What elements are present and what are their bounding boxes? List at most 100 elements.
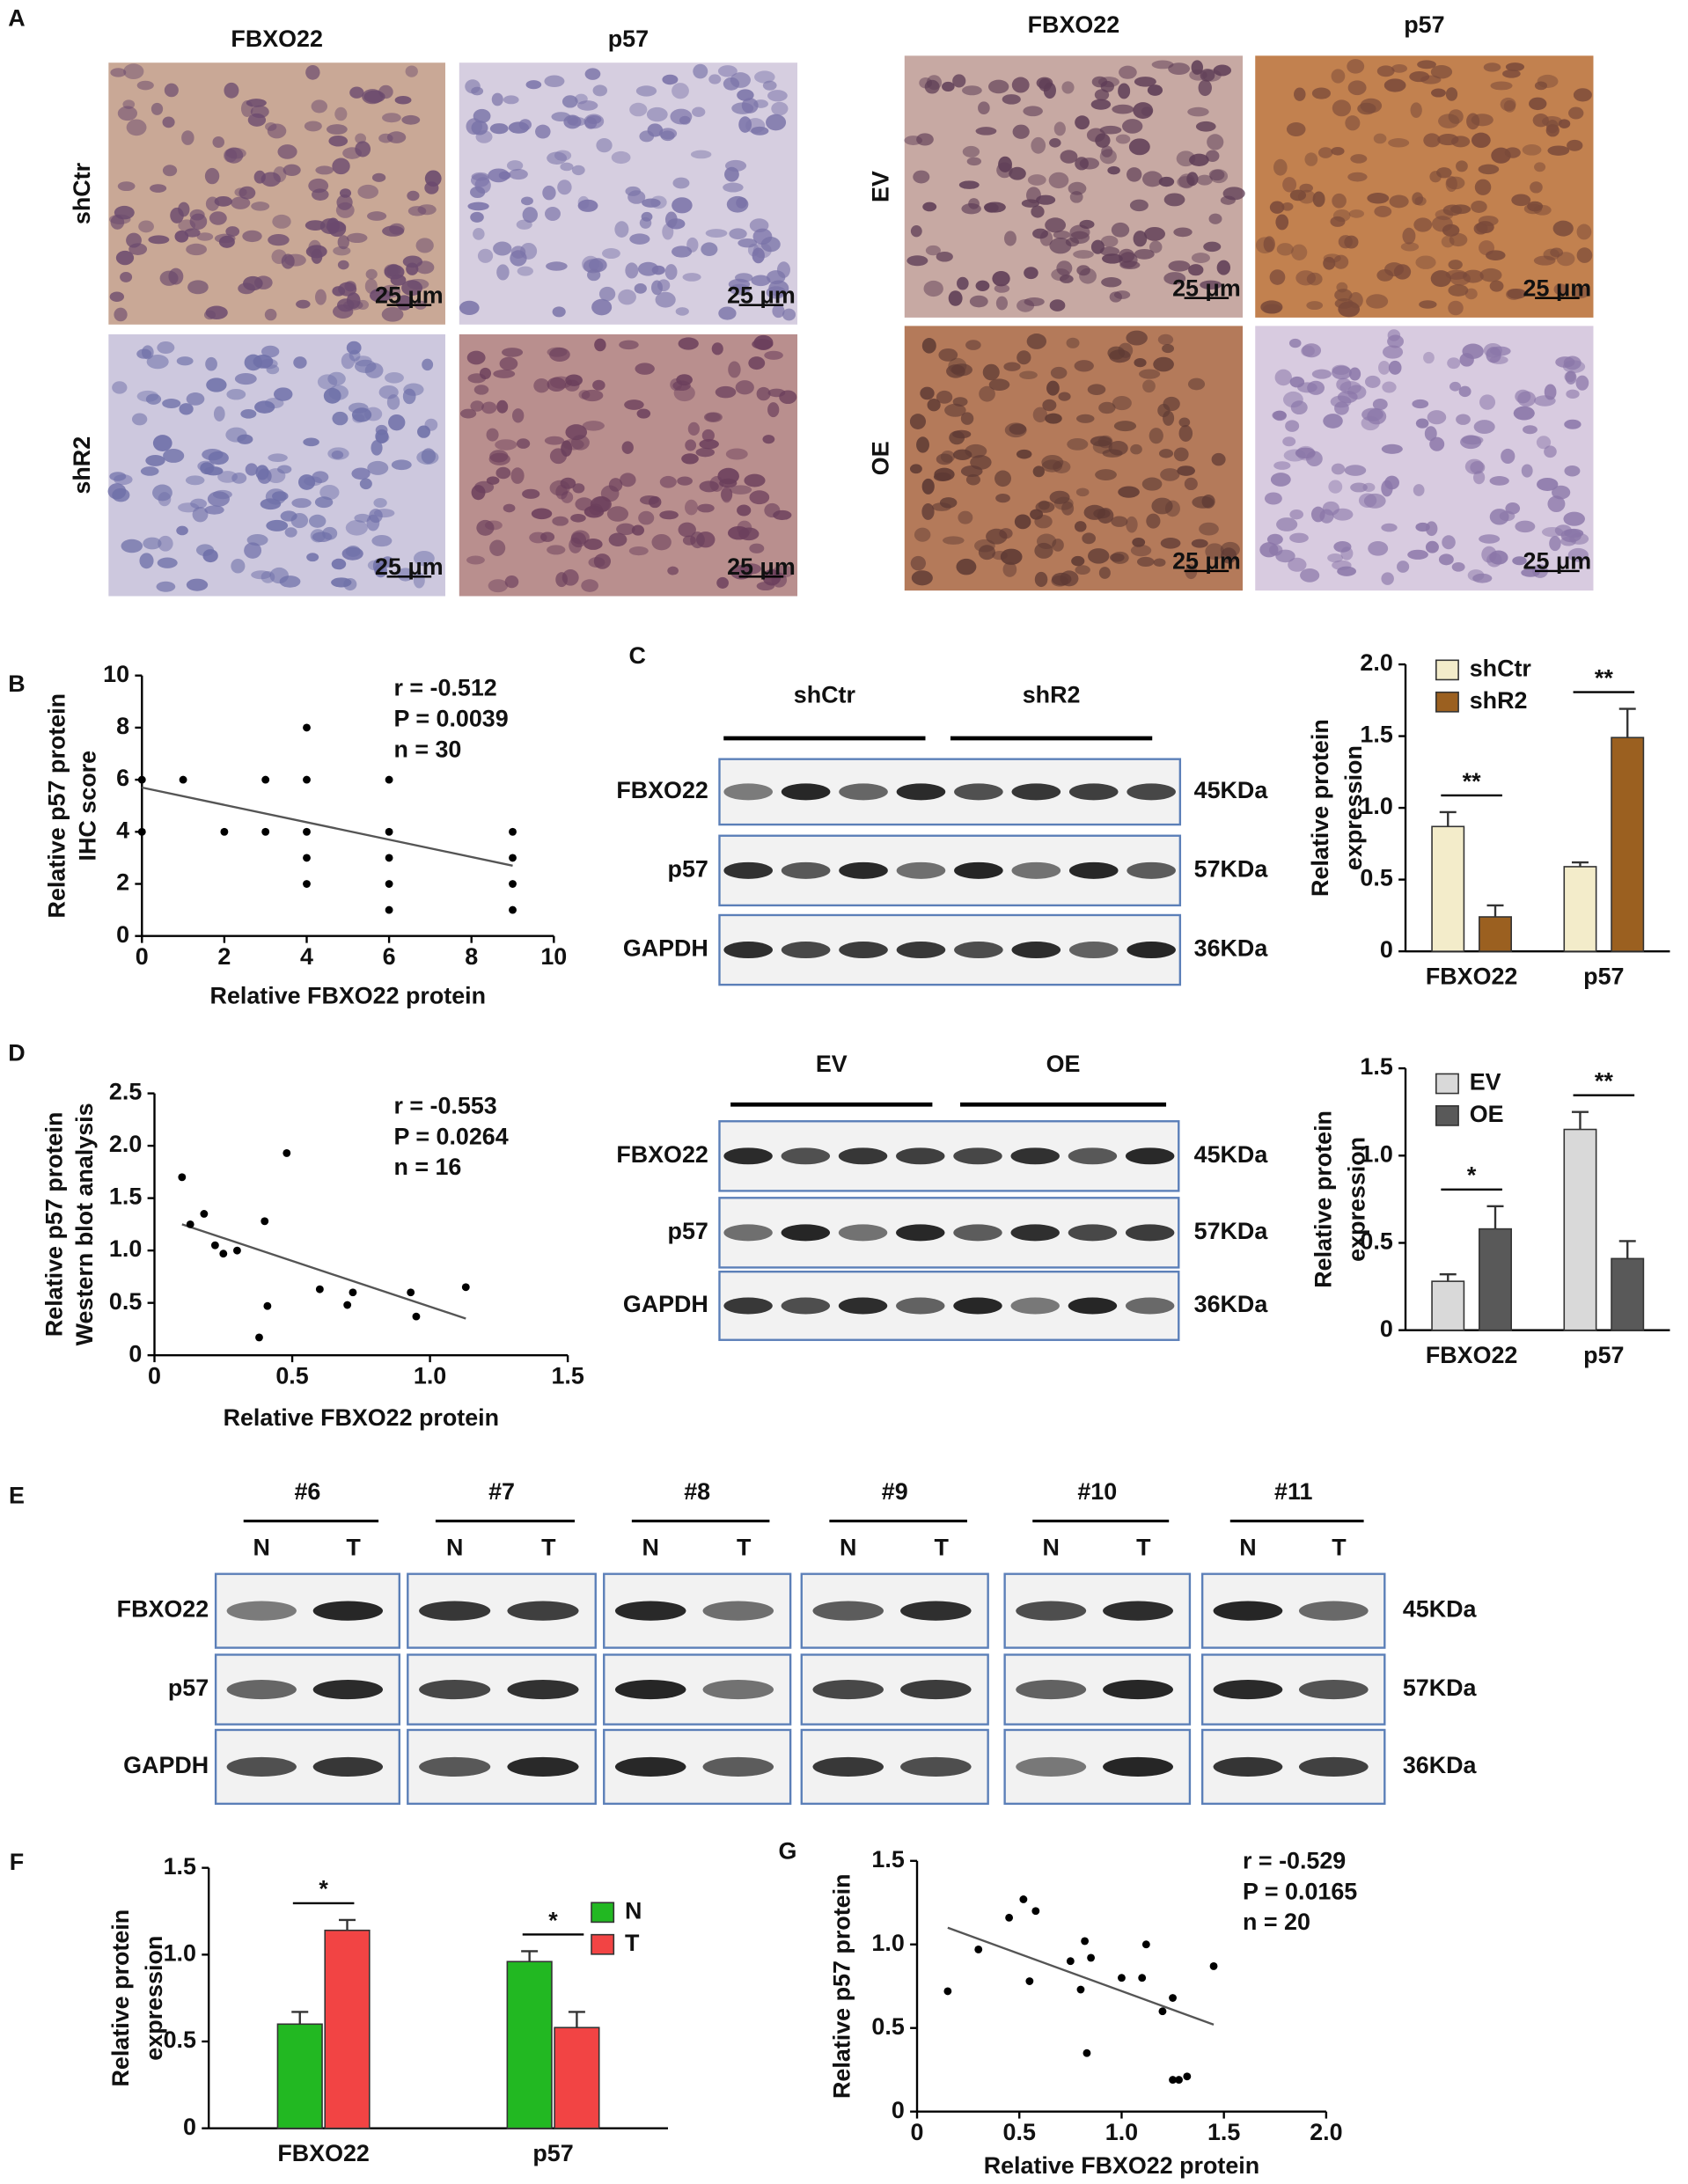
nucleus xyxy=(621,441,634,454)
ihc-image xyxy=(459,62,798,325)
lane-label: N xyxy=(1042,1534,1059,1560)
nucleus xyxy=(509,168,528,180)
nucleus xyxy=(961,203,981,215)
nucleus xyxy=(522,207,538,224)
nucleus xyxy=(489,450,509,463)
nucleus xyxy=(926,75,943,91)
nucleus xyxy=(1295,447,1316,459)
nucleus xyxy=(934,467,955,481)
nucleus xyxy=(1074,521,1087,532)
nucleus xyxy=(1163,272,1186,285)
nucleus xyxy=(1111,516,1128,527)
y-axis-label: Relative protein xyxy=(1310,1110,1336,1288)
nucleus xyxy=(571,165,585,176)
band xyxy=(419,1756,491,1777)
nucleus xyxy=(1470,460,1486,474)
nucleus xyxy=(1458,385,1471,398)
error-bar xyxy=(1439,810,1457,827)
nucleus xyxy=(608,478,623,492)
nucleus xyxy=(1501,448,1516,464)
nucleus xyxy=(146,354,169,370)
nucleus xyxy=(1289,376,1305,388)
nucleus xyxy=(1178,425,1193,442)
nucleus xyxy=(1173,227,1193,238)
y-tick-label: 1.0 xyxy=(109,1235,142,1262)
bar xyxy=(1479,916,1512,952)
nucleus xyxy=(1402,227,1416,245)
nucleus xyxy=(382,225,405,237)
nucleus xyxy=(1200,280,1222,290)
nucleus xyxy=(1347,59,1365,74)
bar xyxy=(276,2023,323,2129)
bar xyxy=(554,2026,600,2129)
image-background xyxy=(459,333,798,597)
nucleus xyxy=(1489,476,1509,486)
nucleus xyxy=(1364,375,1381,388)
point xyxy=(178,1173,187,1182)
nucleus xyxy=(1146,513,1161,529)
point xyxy=(261,827,270,836)
band xyxy=(900,1601,972,1621)
nucleus xyxy=(138,220,154,233)
band xyxy=(1213,1679,1283,1700)
nucleus xyxy=(1562,360,1586,374)
band xyxy=(702,1601,774,1621)
nucleus xyxy=(1410,102,1422,119)
nucleus xyxy=(1274,369,1292,386)
nucleus xyxy=(206,377,227,392)
nucleus xyxy=(692,106,706,117)
nucleus xyxy=(355,141,371,158)
nucleus xyxy=(328,135,349,147)
nucleus xyxy=(546,261,568,271)
nucleus xyxy=(1073,250,1094,259)
nucleus xyxy=(751,126,769,136)
band xyxy=(900,1679,972,1700)
point xyxy=(343,1301,352,1309)
nucleus xyxy=(1016,350,1031,365)
nucleus xyxy=(174,230,189,243)
band xyxy=(812,1601,884,1621)
y-tick-label: 1.0 xyxy=(1360,1140,1392,1167)
nucleus xyxy=(988,378,1010,392)
nucleus xyxy=(634,283,647,294)
nucleus xyxy=(729,485,752,495)
band xyxy=(1125,1297,1175,1315)
nucleus xyxy=(1163,193,1185,207)
point xyxy=(137,827,146,836)
band xyxy=(839,942,888,959)
nucleus xyxy=(231,472,247,484)
y-tick-label: 1.0 xyxy=(871,1930,904,1956)
nucleus xyxy=(1311,87,1332,99)
nucleus xyxy=(290,512,309,529)
nucleus xyxy=(367,460,389,475)
nucleus xyxy=(721,486,733,503)
nucleus xyxy=(921,478,935,495)
nucleus xyxy=(576,100,598,111)
nucleus xyxy=(1090,239,1105,254)
nucleus xyxy=(916,133,934,146)
nucleus xyxy=(1118,83,1131,99)
nucleus xyxy=(590,496,612,513)
nucleus xyxy=(1544,445,1557,458)
nucleus xyxy=(209,211,227,225)
error-bar xyxy=(1486,904,1504,917)
nucleus xyxy=(269,567,289,584)
y-tick-label: 0.5 xyxy=(871,2013,904,2040)
nucleus xyxy=(1269,201,1285,214)
nucleus xyxy=(121,539,143,553)
legend-swatch xyxy=(591,1902,615,1924)
nucleus xyxy=(1126,330,1148,346)
nucleus xyxy=(670,377,683,392)
nucleus xyxy=(1471,114,1494,127)
nucleus xyxy=(581,389,604,402)
y-tick-label: 0 xyxy=(1380,1316,1393,1342)
nucleus xyxy=(679,115,691,125)
nucleus xyxy=(659,475,677,488)
nucleus xyxy=(1288,338,1302,348)
band xyxy=(1103,1601,1174,1621)
nucleus xyxy=(378,84,393,99)
band xyxy=(1011,783,1061,801)
bar xyxy=(1431,825,1465,952)
nucleus xyxy=(1023,106,1043,117)
nucleus xyxy=(1158,176,1175,187)
